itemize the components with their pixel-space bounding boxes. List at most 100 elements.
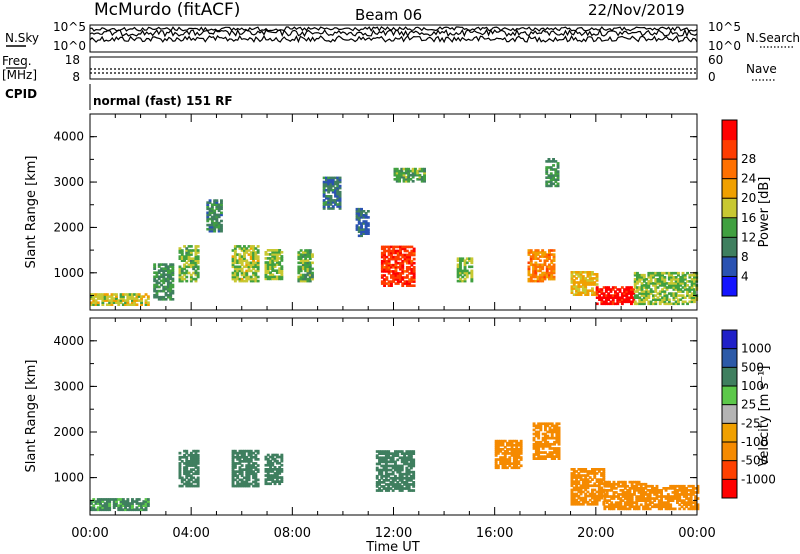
data-cell	[378, 468, 381, 472]
data-cell	[655, 484, 659, 488]
data-cell	[593, 496, 597, 500]
data-cell	[662, 503, 666, 507]
data-cell	[408, 272, 412, 275]
data-cell	[408, 268, 412, 271]
data-cell	[586, 474, 590, 477]
data-cell	[408, 255, 412, 259]
data-cell	[547, 180, 551, 184]
data-cell	[499, 450, 503, 453]
data-cell	[336, 182, 340, 186]
data-cell	[185, 484, 189, 488]
data-cell	[510, 466, 514, 470]
data-cell	[275, 461, 279, 465]
data-cell	[612, 497, 616, 500]
data-cell	[256, 245, 260, 248]
data-cell	[252, 249, 255, 252]
data-cell	[663, 284, 667, 287]
data-cell	[269, 265, 272, 268]
data-cell	[534, 261, 538, 265]
data-cell	[115, 301, 118, 304]
data-cell	[405, 476, 409, 480]
data-cell	[299, 275, 303, 279]
data-cell	[400, 487, 404, 490]
data-cell	[667, 284, 671, 287]
data-cell	[164, 277, 168, 281]
data-cell	[581, 496, 585, 500]
data-cell	[336, 195, 340, 198]
data-cell	[632, 298, 636, 301]
data-cell	[647, 276, 651, 279]
data-cell	[329, 186, 333, 190]
data-cell	[140, 303, 143, 306]
data-cell	[391, 458, 395, 462]
data-cell	[299, 267, 303, 271]
data-cell	[543, 273, 547, 277]
data-cell	[553, 442, 556, 446]
data-cell	[90, 293, 93, 296]
data-cell	[575, 285, 578, 288]
data-cell	[192, 449, 196, 453]
data-cell	[243, 453, 246, 457]
data-cell	[162, 279, 166, 283]
data-cell	[378, 450, 381, 453]
data-cell	[409, 173, 413, 177]
data-cell	[304, 255, 308, 258]
data-cell	[331, 176, 335, 180]
data-cell	[605, 499, 609, 502]
data-cell	[538, 273, 542, 277]
data-cell	[626, 495, 630, 498]
data-cell	[90, 297, 93, 300]
data-cell	[169, 275, 173, 279]
data-cell	[633, 278, 637, 281]
data-cell	[119, 293, 123, 296]
data-cell	[101, 297, 105, 300]
data-cell	[557, 457, 561, 460]
data-cell	[273, 459, 277, 463]
data-cell	[171, 291, 175, 295]
data-cell	[635, 503, 639, 507]
data-cell	[254, 255, 258, 258]
data-cell	[249, 253, 253, 256]
data-cell	[187, 453, 191, 457]
data-cell	[164, 293, 168, 297]
data-cell	[247, 466, 251, 469]
data-cell	[658, 276, 662, 279]
data-cell	[238, 472, 242, 476]
data-cell	[233, 275, 237, 279]
data-cell	[591, 468, 594, 471]
data-cell	[494, 466, 498, 470]
data-cell	[264, 269, 268, 272]
data-cell	[162, 287, 166, 291]
data-cell	[208, 217, 212, 221]
data-cell	[220, 199, 223, 202]
data-cell	[608, 503, 611, 507]
data-cell	[112, 502, 116, 505]
data-cell	[633, 491, 636, 494]
data-cell	[612, 495, 616, 498]
data-cell	[101, 303, 105, 306]
data-cell	[588, 472, 592, 475]
data-cell	[252, 247, 255, 250]
data-cell	[642, 489, 645, 492]
data-cell	[647, 302, 651, 306]
data-cell	[545, 172, 549, 175]
data-cell	[171, 271, 175, 274]
data-cell	[534, 255, 538, 258]
data-cell	[245, 472, 249, 476]
data-cell	[621, 495, 625, 498]
data-cell	[593, 488, 597, 492]
data-cell	[604, 302, 608, 306]
data-cell	[611, 296, 615, 299]
data-cell	[233, 269, 237, 273]
data-cell	[185, 275, 189, 279]
data-cell	[456, 259, 460, 262]
data-cell	[196, 466, 200, 469]
data-cell	[390, 249, 393, 253]
data-cell	[529, 261, 533, 265]
data-cell	[405, 487, 409, 490]
data-cell	[637, 507, 641, 511]
data-cell	[642, 278, 646, 281]
data-cell	[196, 257, 200, 260]
data-cell	[385, 259, 389, 263]
data-cell	[208, 225, 212, 229]
